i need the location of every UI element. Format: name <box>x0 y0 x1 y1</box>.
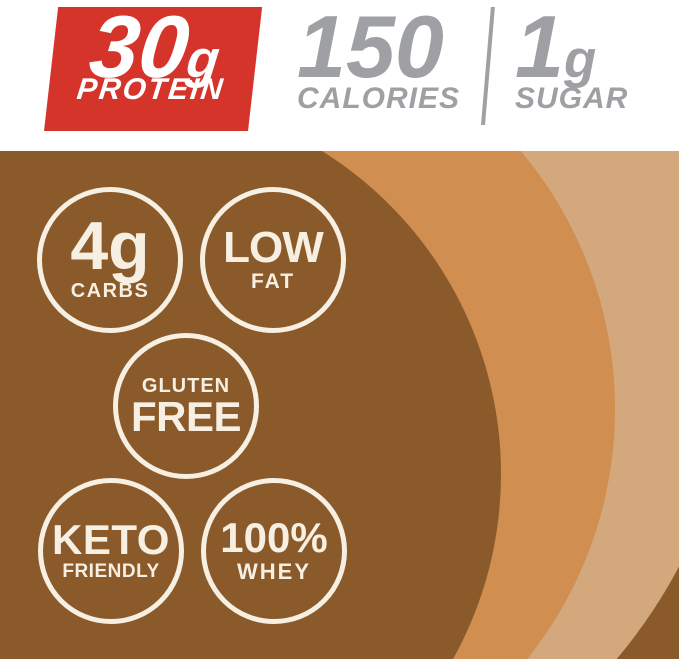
badge-low-fat-value: LOW <box>223 223 324 273</box>
stat-divider <box>481 7 495 125</box>
sugar-unit: g <box>563 30 597 89</box>
badge-whey-value: 100% <box>220 514 328 562</box>
badge-low-fat: LOW FAT <box>200 187 346 333</box>
badge-carbs: 4g CARBS <box>37 187 183 333</box>
badge-gluten-free-value: FREE <box>130 392 242 440</box>
badge-gluten-free-top: GLUTEN <box>141 374 231 397</box>
swirl-background: 4g CARBS LOW FAT GLUTEN FREE KETO FRIEND… <box>0 151 679 659</box>
sugar-value: 1g <box>515 3 628 91</box>
protein-label: PROTEIN <box>75 73 227 106</box>
badge-carbs-label: CARBS <box>70 279 150 302</box>
badge-carbs-value: 4g <box>70 208 150 285</box>
badge-whey-label: WHEY <box>237 558 311 584</box>
badge-keto-friendly: KETO FRIENDLY <box>38 478 184 624</box>
calories-value: 150 <box>297 0 444 96</box>
badge-whey: 100% WHEY <box>201 478 347 624</box>
sugar-label: SUGAR <box>515 82 629 115</box>
sugar-stat: 1g SUGAR <box>515 3 628 114</box>
badge-keto-label: FRIENDLY <box>62 561 160 583</box>
protein-badge: 30g PROTEIN <box>44 0 263 131</box>
badge-low-fat-label: FAT <box>250 269 296 293</box>
nutrition-banner: 30g PROTEIN 150 CALORIES 1g SUGAR <box>0 0 679 151</box>
badge-keto-value: KETO <box>52 515 170 563</box>
calories-label: CALORIES <box>297 82 461 115</box>
calories-stat: 150 CALORIES <box>297 3 460 114</box>
sugar-number: 1 <box>515 0 564 96</box>
badge-gluten-free: GLUTEN FREE <box>113 333 259 479</box>
